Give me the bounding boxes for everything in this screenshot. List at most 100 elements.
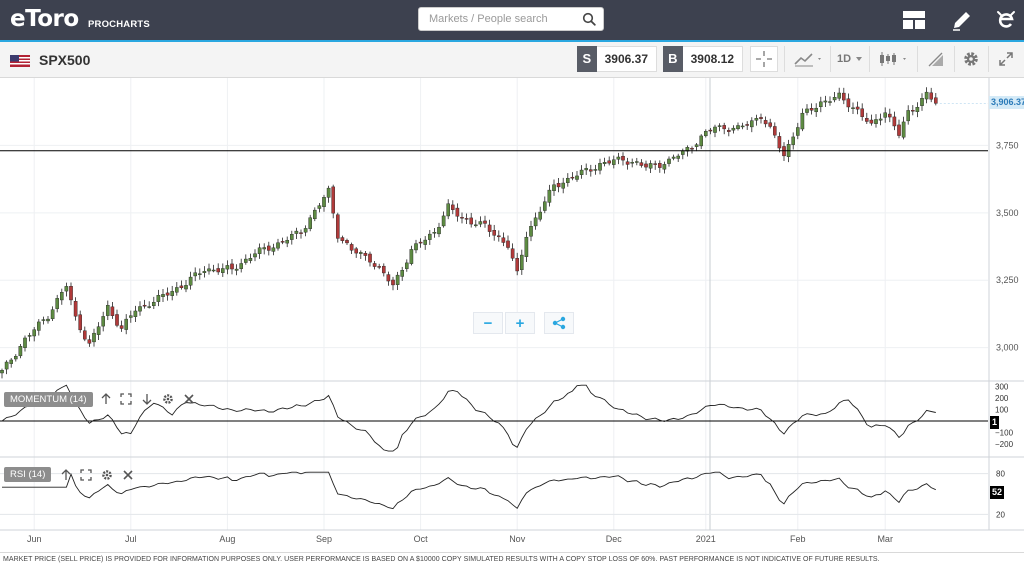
candle-up [731, 127, 736, 131]
momentum-indicator-label[interactable]: MOMENTUM (14) [4, 392, 93, 407]
move-down-icon[interactable] [141, 393, 153, 405]
candle-down [267, 245, 271, 251]
candle-down [377, 266, 382, 268]
candle-down [888, 113, 892, 118]
candle-up [750, 120, 754, 128]
indicator-settings-icon[interactable] [101, 469, 113, 481]
chart-settings-button[interactable] [958, 46, 984, 72]
candle-down [727, 130, 731, 132]
candle-down [658, 162, 662, 168]
candle-down [460, 217, 464, 219]
candle-up [322, 197, 326, 207]
search-icon[interactable] [582, 12, 596, 26]
candle-up [717, 125, 722, 127]
zoom-out-button[interactable]: − [473, 312, 503, 334]
candle-up [676, 155, 680, 159]
candle-down [589, 169, 593, 172]
chart-grid: Jun Jul Aug Sep Oct Nov Dec 2021 Feb Mar [0, 78, 988, 544]
candle-up [262, 247, 267, 250]
search-box[interactable] [418, 7, 604, 31]
candle-up [303, 228, 308, 233]
drawing-tools-button[interactable] [922, 46, 950, 72]
candle-up [161, 294, 165, 297]
layout-icon[interactable] [902, 8, 926, 32]
candle-down [73, 301, 78, 317]
crosshair-icon [756, 51, 772, 67]
toolbar-divider [917, 46, 918, 72]
candle-up [538, 211, 542, 220]
candle-up [602, 162, 607, 164]
rsi-indicator-label[interactable]: RSI (14) [4, 467, 52, 482]
candle-up [138, 306, 142, 312]
candle-down [230, 263, 234, 270]
candle-down [119, 325, 124, 329]
x-tick-label: Aug [219, 534, 235, 544]
buy-tag: B [663, 45, 683, 72]
candle-down [418, 241, 423, 244]
buy-price-button[interactable]: B 3908.12 [663, 45, 743, 72]
price-chart[interactable]: Jun Jul Aug Sep Oct Nov Dec 2021 Feb Mar 3,750 3,5… [0, 78, 1024, 552]
indicator-settings-icon[interactable] [162, 393, 174, 405]
last-price-tag: 3,906.37 [989, 96, 1024, 109]
candle-up [598, 163, 602, 171]
fullscreen-button[interactable] [993, 46, 1019, 72]
candle-up [276, 242, 280, 249]
chevron-down-icon [856, 57, 863, 61]
footer: MARKET PRICE (SELL PRICE) IS PROVIDED FO… [0, 552, 1024, 577]
candle-down [87, 339, 92, 344]
candle-up [423, 239, 428, 245]
candle-up [147, 306, 152, 308]
etoro-e-icon[interactable] [994, 8, 1018, 32]
indicator-panes: 300 200 100 −100 −200 80 20 [0, 382, 1014, 519]
edit-pencil-icon[interactable] [950, 8, 974, 32]
candle-down [763, 120, 768, 125]
instrument-symbol: SPX500 [39, 52, 91, 68]
candle-down [115, 314, 119, 326]
rsi-line [2, 471, 936, 510]
candle-down [934, 97, 938, 104]
maximize-pane-icon[interactable] [80, 469, 92, 481]
candle-up [220, 268, 225, 273]
candle-up [41, 319, 46, 321]
candle-down [464, 218, 469, 220]
candle-up [878, 118, 883, 121]
share-button[interactable] [544, 312, 574, 334]
candle-up [814, 107, 818, 113]
zoom-in-button[interactable]: + [505, 312, 535, 334]
candle-up [584, 168, 588, 171]
candle-down [644, 163, 648, 168]
etoro-logo[interactable]: eToro [10, 6, 79, 32]
crosshair-button[interactable] [750, 46, 778, 72]
chart-type-button[interactable] [789, 46, 827, 72]
timeframe-button[interactable]: 1D [834, 46, 866, 72]
x-tick-label: Nov [509, 534, 526, 544]
candle-up [924, 91, 929, 100]
candle-up [211, 269, 216, 272]
candle-up [271, 247, 276, 252]
drawing-icon [928, 52, 943, 67]
candle-up [285, 239, 290, 244]
candle-up [915, 107, 920, 112]
settings-icon [964, 52, 978, 66]
search-input[interactable] [419, 8, 579, 30]
candle-style-button[interactable] [874, 46, 914, 72]
candle-up [23, 337, 27, 348]
remove-indicator-icon[interactable] [122, 469, 134, 481]
candle-up [18, 346, 23, 357]
momentum-tick-label: 200 [995, 394, 1009, 403]
remove-indicator-icon[interactable] [183, 393, 195, 405]
candle-up [46, 318, 50, 322]
candle-up [533, 217, 538, 227]
candle-up [851, 107, 855, 109]
sell-price-button[interactable]: S 3906.37 [577, 45, 657, 72]
move-up-icon[interactable] [100, 393, 112, 405]
sell-tag: S [577, 45, 597, 72]
candle-down [216, 268, 221, 273]
candle-up [9, 359, 14, 364]
maximize-pane-icon[interactable] [120, 393, 132, 405]
move-up-icon[interactable] [60, 469, 72, 481]
candle-up [561, 182, 565, 189]
candle-up [612, 159, 616, 165]
candle-up [662, 164, 667, 170]
candle-down [487, 224, 492, 232]
